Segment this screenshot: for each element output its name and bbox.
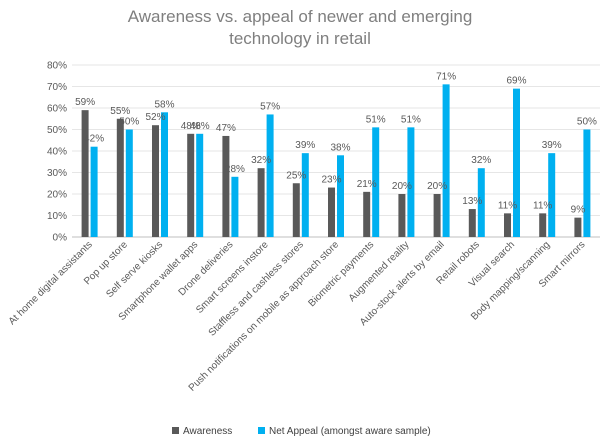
data-label: 51% — [401, 114, 421, 125]
bar-awareness — [433, 194, 441, 237]
bar-awareness — [328, 187, 335, 237]
bar-awareness — [398, 194, 406, 237]
data-label: 21% — [357, 179, 377, 190]
legend-label: Awareness — [183, 426, 232, 437]
legend: Awareness Net Appeal (amongst aware sampl… — [172, 426, 431, 437]
data-label: 25% — [286, 170, 306, 181]
chart-title-line: Awareness vs. appeal of newer and emergi… — [128, 7, 473, 26]
bar-awareness — [292, 183, 300, 237]
data-label: 39% — [295, 140, 315, 151]
legend-label: Net Appeal (amongst aware sample) — [269, 426, 431, 437]
data-label: 57% — [260, 101, 280, 112]
bar-net-appeal — [513, 88, 520, 238]
data-label: 42% — [84, 134, 104, 145]
data-label: 58% — [154, 99, 174, 110]
data-label: 51% — [366, 114, 386, 125]
data-label: 48% — [190, 121, 210, 132]
y-tick-label: 30% — [47, 168, 67, 179]
y-tick-label: 70% — [47, 82, 67, 93]
data-labels: 59%42%55%50% 52%58%48%48% 47%28%32%57%25%3… — [75, 71, 597, 215]
data-label: 71% — [436, 71, 456, 82]
chart-title-line: technology in retail — [229, 29, 371, 48]
bar-net-appeal — [548, 153, 556, 237]
bar-awareness — [504, 213, 511, 237]
y-tick-label: 50% — [47, 125, 67, 136]
bar-net-appeal — [407, 127, 415, 237]
bar-net-appeal — [301, 153, 309, 237]
data-label: 50% — [577, 117, 597, 128]
x-tick-label: Biometric payments — [306, 239, 376, 309]
data-label: 32% — [471, 155, 491, 166]
bar-awareness — [222, 135, 230, 237]
bar-net-appeal — [231, 176, 239, 237]
y-tick-label: 10% — [47, 211, 67, 222]
data-label: 13% — [462, 196, 482, 207]
legend-swatch — [258, 427, 265, 434]
bar-net-appeal — [90, 146, 98, 237]
bar-awareness — [152, 125, 159, 237]
bar-net-appeal — [266, 114, 274, 237]
bar-net-appeal — [442, 84, 450, 237]
bar-awareness — [468, 209, 476, 237]
data-label: 50% — [119, 117, 139, 128]
y-tick-label: 0% — [53, 233, 68, 244]
bar-awareness — [116, 118, 124, 237]
legend-swatch — [172, 427, 179, 434]
x-tick-label: Augmented reality — [347, 239, 412, 304]
data-label: 52% — [145, 112, 165, 123]
data-label: 48% — [181, 121, 201, 132]
bar-net-appeal — [477, 168, 485, 237]
bar-awareness — [257, 168, 265, 237]
chart-title: Awareness vs. appeal of newer and emergi… — [128, 7, 473, 48]
data-label: 9% — [571, 205, 586, 216]
data-label: 23% — [321, 175, 341, 186]
bar-net-appeal — [337, 155, 344, 237]
gridlines — [72, 64, 600, 238]
data-label: 47% — [216, 123, 236, 134]
data-label: 11% — [533, 200, 552, 211]
data-label: 39% — [542, 140, 562, 151]
bar-awareness — [81, 110, 89, 237]
bars — [81, 84, 591, 238]
data-label: 20% — [392, 181, 412, 192]
bar-net-appeal — [125, 129, 133, 237]
bar-net-appeal — [583, 129, 591, 237]
data-label: 20% — [427, 181, 447, 192]
bar-awareness — [187, 133, 195, 237]
y-tick-label: 40% — [47, 147, 67, 158]
bar-awareness — [539, 213, 547, 237]
data-label: 69% — [506, 76, 526, 87]
bar-awareness — [574, 217, 582, 237]
y-tick-label: 80% — [47, 61, 67, 72]
bar-net-appeal — [161, 112, 168, 237]
data-label: 59% — [75, 97, 95, 108]
y-axis-ticks: 0% 10% 20% 30% 40% 50% 60% 70% 80% — [47, 61, 67, 244]
data-label: 55% — [110, 106, 130, 117]
data-label: 11% — [498, 200, 517, 211]
y-tick-label: 20% — [47, 190, 67, 201]
bar-net-appeal — [372, 127, 380, 237]
data-label: 38% — [330, 142, 350, 153]
x-tick-label: At home digital assistants — [7, 239, 95, 327]
bar-net-appeal — [196, 133, 204, 237]
data-label: 28% — [225, 164, 245, 175]
y-tick-label: 60% — [47, 104, 67, 115]
data-label: 32% — [251, 155, 271, 166]
bar-awareness — [363, 191, 371, 237]
